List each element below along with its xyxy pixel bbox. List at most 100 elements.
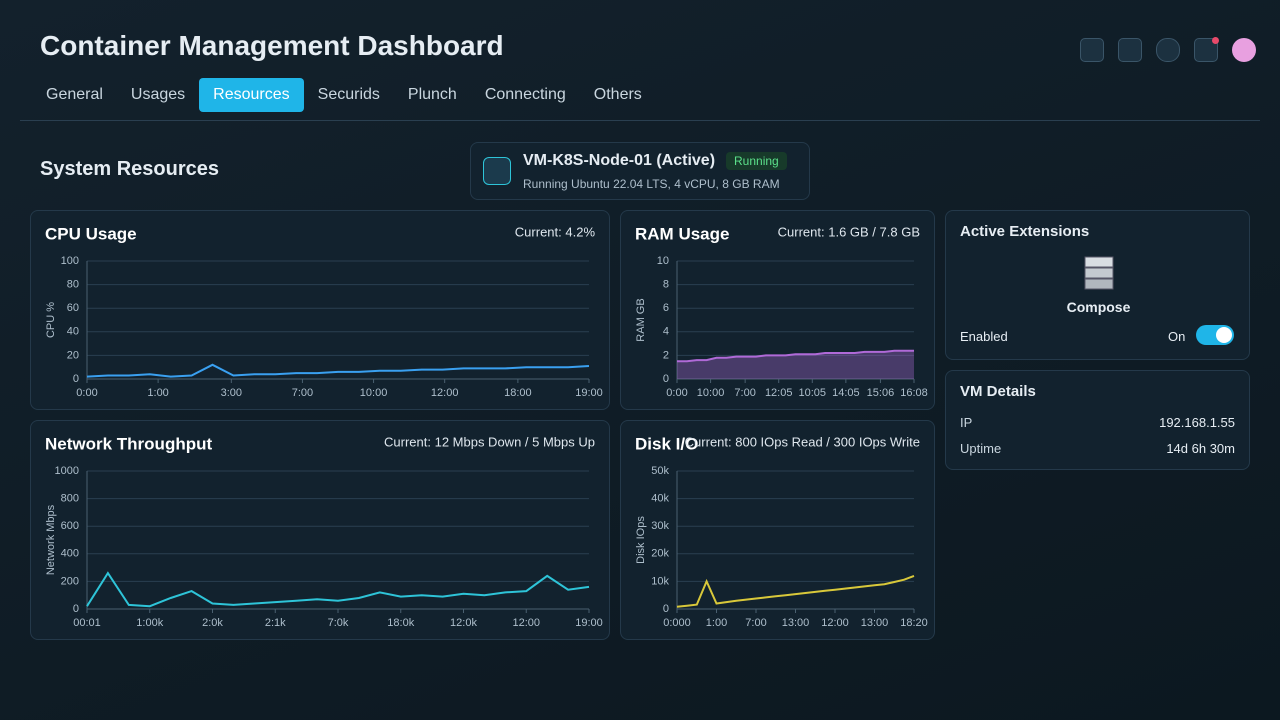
y-tick-label: 0 [663, 373, 669, 385]
x-tick-label: 3:00 [221, 387, 242, 399]
series-line [86, 363, 590, 378]
series-line [677, 349, 914, 363]
y-tick-label: 2 [663, 349, 669, 361]
y-tick-label: 30k [651, 520, 669, 532]
x-tick-label: 1:00 [706, 617, 727, 629]
divider [20, 120, 1260, 121]
x-tick-label: 1:00 [147, 387, 168, 399]
x-tick-label: 0:00 [76, 387, 97, 399]
tab-bar: General Usages Resources Securids Plunch Conn… [32, 78, 656, 112]
x-tick-label: 00:01 [73, 617, 101, 629]
chart-current: Current: 4.2% [515, 224, 596, 239]
detail-value: 14d 6h 30m [1166, 441, 1235, 456]
tab[interactable]: Securids [317, 86, 380, 103]
badge [1212, 37, 1219, 44]
y-tick-label: 10 [657, 255, 669, 267]
icon-button[interactable] [1118, 38, 1142, 62]
x-tick-label: 2:0k [202, 617, 223, 629]
y-tick-label: 8 [663, 279, 669, 291]
x-tick-label: 0:000 [663, 617, 691, 629]
y-tick-label: 600 [61, 520, 79, 532]
x-tick-label: 19:00 [575, 617, 603, 629]
chart: RAM Usage Current: 1.6 GB / 7.8 GB RAM GB 0… [635, 224, 928, 399]
compose-icon [1084, 256, 1114, 290]
area-fill [677, 350, 914, 379]
tab[interactable]: Connecting [484, 86, 566, 103]
y-tick-label: 4 [663, 326, 669, 338]
x-tick-label: 10:00 [360, 387, 388, 399]
notifications[interactable] [1194, 37, 1219, 62]
chart-title: Network Throughput [45, 434, 212, 453]
icon-button[interactable] [1080, 38, 1104, 62]
detail-key: IP [960, 415, 973, 430]
x-tick-label: 12:00 [431, 387, 459, 399]
chart: CPU Usage Current: 4.2% CPU % 0 20 40 60 80 100 0… [45, 224, 603, 399]
x-tick-label: 12:05 [765, 387, 793, 399]
x-tick-label: 0:00 [666, 387, 687, 399]
y-tick-label: 6 [663, 302, 669, 314]
vm-description: Running Ubuntu 22.04 LTS, 4 vCPU, 8 GB R… [523, 177, 780, 191]
y-tick-label: 800 [61, 493, 79, 505]
chart-current: Current: 1.6 GB / 7.8 GB [778, 224, 920, 239]
y-axis-label: Network Mbps [45, 504, 57, 575]
x-tick-label: 7:0k [328, 617, 349, 629]
y-tick-label: 0 [73, 603, 79, 615]
x-tick-label: 2:1k [265, 617, 286, 629]
chart-title: RAM Usage [635, 224, 729, 243]
y-tick-label: 400 [61, 548, 79, 560]
vm-icon [483, 157, 511, 185]
toggle[interactable] [1196, 325, 1234, 345]
section-title: System Resources [40, 158, 219, 180]
toggle-label: Enabled [960, 329, 1008, 344]
y-tick-label: 200 [61, 575, 79, 587]
x-tick-label: 18:0k [387, 617, 414, 629]
avatar[interactable] [1232, 38, 1256, 62]
tab[interactable]: Usages [130, 86, 186, 103]
x-tick-label: 12:00 [821, 617, 849, 629]
vm-details-panel: VM Details IP 192.168.1.55 Uptime 14d 6h… [945, 370, 1250, 470]
series-line [676, 574, 915, 608]
chart-title: CPU Usage [45, 224, 137, 243]
y-tick-label: 60 [67, 302, 79, 314]
chart: Network Throughput Current: 12 Mbps Down … [45, 434, 603, 629]
chart-title: Disk I/O [635, 434, 698, 453]
y-axis-label: CPU % [45, 302, 57, 338]
toggle-knob [1216, 327, 1232, 343]
y-tick-label: 50k [651, 465, 669, 477]
x-tick-label: 12:00 [512, 617, 540, 629]
x-tick-label: 18:00 [504, 387, 532, 399]
y-axis-label: Disk IOps [635, 516, 647, 564]
chart-panel: Disk I/O Current: 800 IOps Read / 300 IOp… [620, 420, 935, 640]
icon-part [1084, 267, 1114, 279]
toggle-state: On [1168, 329, 1186, 344]
vm-status: Running [726, 152, 787, 170]
chart-panel: Network Throughput Current: 12 Mbps Down … [30, 420, 610, 640]
x-tick-label: 1:00k [136, 617, 163, 629]
x-tick-label: 15:06 [867, 387, 895, 399]
x-tick-label: 7:00 [745, 617, 766, 629]
tab[interactable]: Others [593, 86, 642, 103]
y-tick-label: 0 [663, 603, 669, 615]
y-tick-label: 40k [651, 493, 669, 505]
tab[interactable]: General [46, 86, 103, 103]
icon-part [1084, 278, 1114, 290]
y-tick-label: 40 [67, 326, 79, 338]
x-tick-label: 7:00 [292, 387, 313, 399]
icon-button[interactable] [1156, 38, 1180, 62]
panel-title: VM Details [960, 383, 1036, 400]
x-tick-label: 16:08 [900, 387, 928, 399]
extensions-panel: Active Extensions Compose Enabled On [945, 210, 1250, 360]
tab[interactable]: Resources [199, 78, 304, 112]
tab[interactable]: Plunch [407, 86, 457, 103]
y-tick-label: 20k [651, 548, 669, 560]
chart-current: Current: 800 IOps Read / 300 IOps Write [685, 434, 920, 449]
y-tick-label: 1000 [55, 465, 79, 477]
vm-card[interactable]: VM-K8S-Node-01 (Active) Running Running … [470, 142, 810, 200]
x-tick-label: 10:05 [799, 387, 827, 399]
x-tick-label: 7:00 [734, 387, 755, 399]
x-tick-label: 10:00 [697, 387, 725, 399]
y-tick-label: 10k [651, 575, 669, 587]
panel-title: Active Extensions [960, 223, 1090, 240]
chart-panel: RAM Usage Current: 1.6 GB / 7.8 GB RAM GB 0… [620, 210, 935, 410]
